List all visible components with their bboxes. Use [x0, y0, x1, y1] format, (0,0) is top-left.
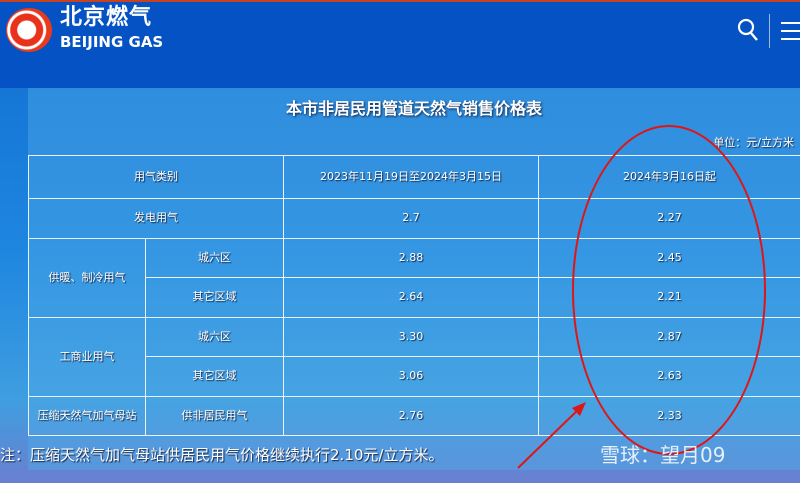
- old-price-cell: 2.7: [283, 198, 539, 239]
- watermark: 雪球：望月09: [600, 443, 726, 467]
- annotation-circle: [572, 125, 766, 455]
- footnote: 注：压缩天然气加气母站供居民用气价格继续执行2.10元/立方米。: [0, 446, 444, 464]
- old-price-cell: 3.30: [283, 316, 539, 357]
- old-price-cell: 2.64: [283, 277, 539, 318]
- divider: [769, 14, 770, 48]
- subcategory-cell: 其它区域: [145, 277, 284, 318]
- column-header: 2023年11月19日至2024年3月15日: [283, 155, 539, 199]
- old-price-cell: 2.76: [283, 395, 539, 436]
- category-cell: 供暖、制冷用气: [28, 237, 146, 318]
- search-icon[interactable]: [737, 18, 759, 42]
- page-title: 本市非居民用管道天然气销售价格表: [285, 99, 542, 118]
- subcategory-cell: 城六区: [145, 237, 284, 278]
- category-cell: 工商业用气: [28, 316, 146, 397]
- brand-name-en[interactable]: BEIJING GAS: [60, 33, 164, 51]
- unit-label: 单位：元/立方米: [713, 136, 794, 149]
- subcategory-cell: 城六区: [145, 316, 284, 357]
- menu-icon[interactable]: [781, 22, 800, 42]
- annotation-arrow-icon: [517, 402, 586, 469]
- logo-icon[interactable]: [6, 8, 52, 52]
- old-price-cell: 2.88: [283, 237, 539, 278]
- category-cell: 发电用气: [28, 198, 284, 239]
- old-price-cell: 3.06: [283, 356, 539, 397]
- column-header: 用气类别: [28, 155, 284, 199]
- category-cell: 压缩天然气加气母站: [28, 395, 146, 436]
- subcategory-cell: 其它区域: [145, 356, 284, 397]
- subcategory-cell: 供非居民用气: [145, 395, 284, 436]
- site-header: 北京燃气 BEIJING GAS: [0, 0, 800, 88]
- brand-name-cn[interactable]: 北京燃气: [60, 5, 153, 30]
